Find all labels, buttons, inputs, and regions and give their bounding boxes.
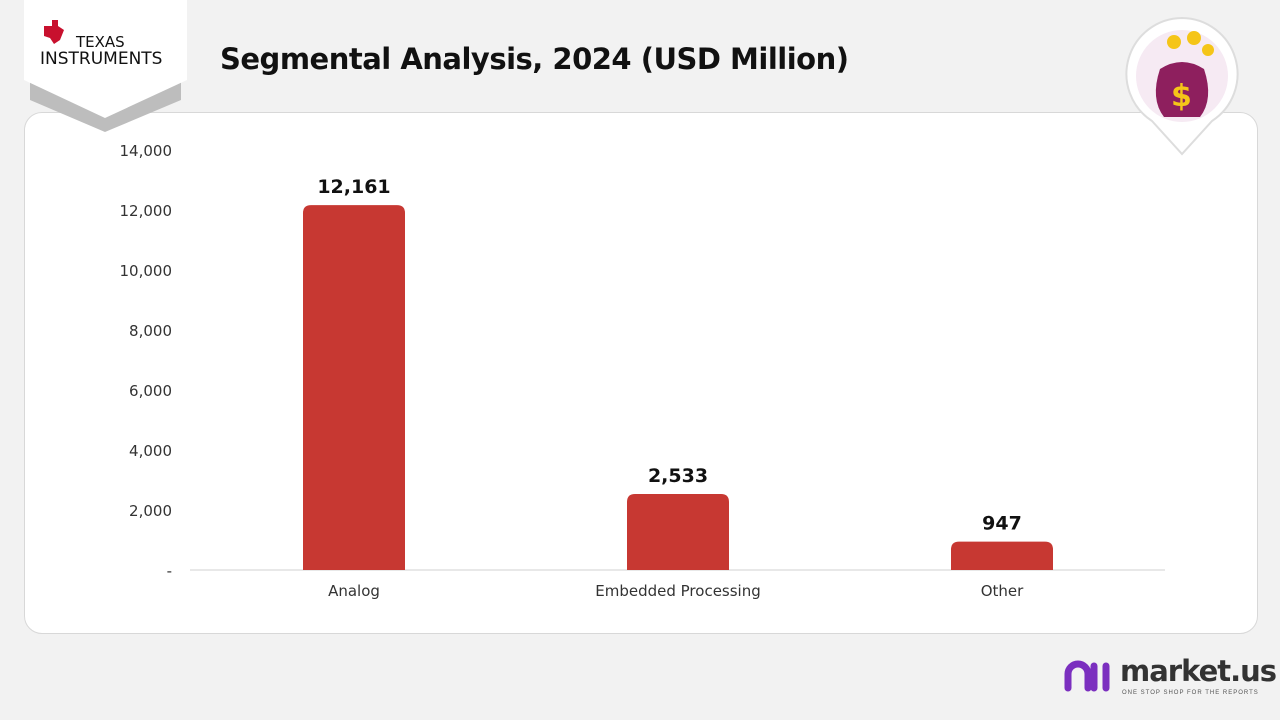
y-tick-label: -: [167, 562, 172, 580]
bar-analog: [303, 205, 405, 571]
x-tick-label: Embedded Processing: [595, 582, 761, 600]
y-tick-label: 2,000: [129, 502, 172, 520]
bar-embedded-processing: [627, 494, 729, 570]
y-tick-label: 8,000: [129, 322, 172, 340]
svg-text:$: $: [1171, 79, 1192, 114]
brand-name: market.us: [1120, 654, 1277, 688]
market-us-icon: [1064, 660, 1110, 692]
market-us-logo: market.us ONE STOP SHOP FOR THE REPORTS: [1064, 654, 1277, 699]
y-tick-label: 6,000: [129, 382, 172, 400]
page-title: Segmental Analysis, 2024 (USD Million): [220, 42, 849, 76]
texas-instruments-logo: TEXAS INSTRUMENTS: [24, 0, 187, 132]
y-tick-label: 10,000: [120, 262, 173, 280]
data-label: 947: [982, 513, 1022, 535]
data-label: 2,533: [648, 465, 708, 487]
x-tick-label: Other: [981, 582, 1024, 600]
y-tick-label: 12,000: [120, 202, 173, 220]
bar-other: [951, 541, 1053, 570]
svg-text:TEXAS: TEXAS: [75, 33, 125, 51]
brand-tagline: ONE STOP SHOP FOR THE REPORTS: [1122, 690, 1259, 696]
y-tick-label: 14,000: [120, 142, 173, 160]
data-label: 12,161: [317, 176, 390, 198]
svg-text:INSTRUMENTS: INSTRUMENTS: [40, 49, 162, 69]
x-tick-label: Analog: [328, 582, 380, 600]
money-bag-badge-icon: $: [1125, 16, 1239, 156]
y-tick-label: 4,000: [129, 442, 172, 460]
